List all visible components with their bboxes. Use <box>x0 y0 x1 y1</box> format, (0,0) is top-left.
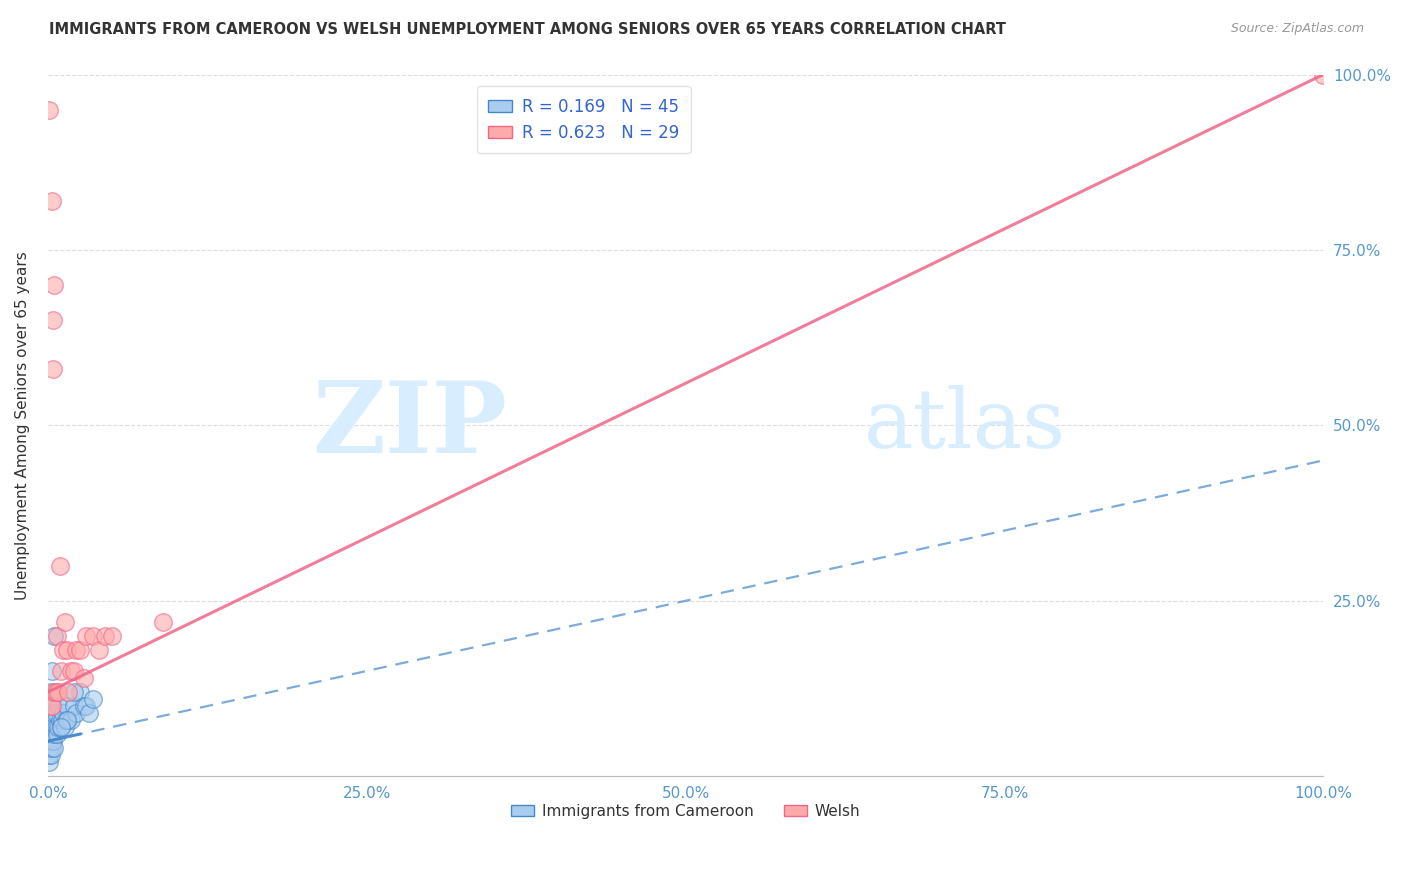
Point <box>45 720 67 734</box>
Point <box>42 720 65 734</box>
Point <box>101 629 124 643</box>
Point <box>42 313 65 327</box>
Point <box>56 713 79 727</box>
Point <box>56 643 79 657</box>
Point <box>45 685 67 699</box>
Point <box>39 734 62 748</box>
Point <box>38 734 60 748</box>
Point <box>53 720 76 734</box>
Y-axis label: Unemployment Among Seniors over 65 years: Unemployment Among Seniors over 65 years <box>15 251 30 599</box>
Point <box>41 713 63 727</box>
Point <box>94 629 117 643</box>
Point <box>44 727 66 741</box>
Point <box>38 103 60 117</box>
Text: ZIP: ZIP <box>312 376 508 474</box>
Point <box>87 643 110 657</box>
Point <box>49 720 72 734</box>
Point <box>44 278 66 293</box>
Point <box>65 706 87 720</box>
Point <box>77 706 100 720</box>
Point <box>60 664 83 678</box>
Point <box>46 720 69 734</box>
Text: atlas: atlas <box>865 385 1066 466</box>
Point <box>69 643 91 657</box>
Point <box>82 629 104 643</box>
Point <box>38 748 60 763</box>
Point <box>38 713 60 727</box>
Point <box>49 720 72 734</box>
Point <box>75 698 97 713</box>
Point <box>46 698 69 713</box>
Point <box>58 685 80 699</box>
Text: IMMIGRANTS FROM CAMEROON VS WELSH UNEMPLOYMENT AMONG SENIORS OVER 65 YEARS CORRE: IMMIGRANTS FROM CAMEROON VS WELSH UNEMPL… <box>49 22 1007 37</box>
Point <box>58 713 80 727</box>
Point <box>48 713 70 727</box>
Point <box>44 685 66 699</box>
Point <box>1312 68 1334 82</box>
Point <box>39 685 62 699</box>
Point <box>42 362 65 376</box>
Point <box>39 698 62 713</box>
Point <box>41 741 63 756</box>
Point <box>73 698 96 713</box>
Point <box>39 727 62 741</box>
Point <box>39 713 62 727</box>
Legend: Immigrants from Cameroon, Welsh: Immigrants from Cameroon, Welsh <box>505 797 866 825</box>
Point <box>46 685 69 699</box>
Point <box>42 706 65 720</box>
Point <box>42 734 65 748</box>
Point <box>152 615 174 629</box>
Point <box>75 629 97 643</box>
Point <box>41 698 63 713</box>
Point <box>52 643 75 657</box>
Point <box>60 713 83 727</box>
Point <box>82 692 104 706</box>
Point <box>51 713 73 727</box>
Point <box>45 706 67 720</box>
Point <box>39 698 62 713</box>
Point <box>41 664 63 678</box>
Point <box>73 671 96 685</box>
Point <box>69 685 91 699</box>
Point <box>62 664 84 678</box>
Point <box>38 741 60 756</box>
Point <box>56 698 79 713</box>
Point <box>41 727 63 741</box>
Point <box>44 629 66 643</box>
Point <box>62 698 84 713</box>
Point <box>39 748 62 763</box>
Point <box>44 741 66 756</box>
Point <box>53 615 76 629</box>
Point <box>46 629 69 643</box>
Point <box>52 706 75 720</box>
Point <box>38 755 60 769</box>
Point <box>65 643 87 657</box>
Point <box>48 558 70 573</box>
Point <box>41 194 63 208</box>
Point <box>62 685 84 699</box>
Point <box>46 727 69 741</box>
Text: Source: ZipAtlas.com: Source: ZipAtlas.com <box>1230 22 1364 36</box>
Point <box>49 664 72 678</box>
Point <box>55 713 77 727</box>
